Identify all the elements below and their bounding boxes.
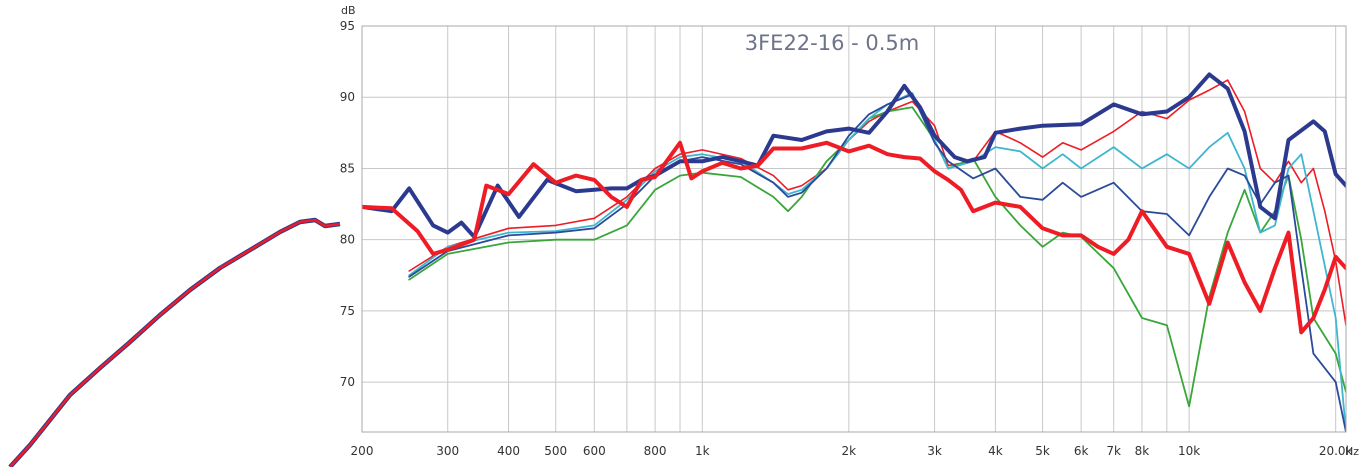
y-tick-label: 75 [340,304,355,318]
nearfield-red-line [9,218,341,467]
series-line [362,140,1346,335]
y-tick-label: 90 [340,90,355,104]
x-tick-label: 400 [497,444,520,458]
y-axis-unit: dB [341,4,356,17]
y-tick-label: 80 [340,233,355,247]
x-tick-label: 1k [695,444,710,458]
x-tick-label: 6k [1074,444,1089,458]
x-tick-label: 200 [351,444,374,458]
x-axis-tick-labels: 200 300 400 500 600 800 1k 2k 3k 4k 5k 6k 7k 8k 10k 20.… [351,444,1353,458]
nearfield-navy-line [8,217,341,467]
x-tick-label: 800 [644,444,667,458]
y-tick-label: 85 [340,161,355,175]
chart-title: 3FE22-16 - 0.5m [745,31,920,55]
x-axis-unit: Hz [1345,445,1359,458]
y-tick-label: 70 [340,375,355,389]
y-tick-label: 95 [340,19,355,33]
plot-frame [361,25,1347,433]
data-series [362,72,1346,432]
x-tick-label: 20.0k [1319,444,1353,458]
nearfield-curve [8,217,341,467]
x-tick-label: 300 [436,444,459,458]
series-line [408,106,1346,408]
x-tick-label: 10k [1178,444,1200,458]
x-tick-label: 3k [927,444,942,458]
x-tick-label: 600 [583,444,606,458]
series-line [408,92,1346,432]
x-tick-label: 8k [1135,444,1150,458]
series-line [362,72,1346,239]
y-axis-tick-labels: 70 75 80 85 90 95 [340,19,355,389]
x-tick-label: 5k [1035,444,1050,458]
x-tick-label: 7k [1106,444,1121,458]
x-tick-label: 2k [842,444,857,458]
x-tick-label: 4k [988,444,1003,458]
x-tick-label: 500 [544,444,567,458]
